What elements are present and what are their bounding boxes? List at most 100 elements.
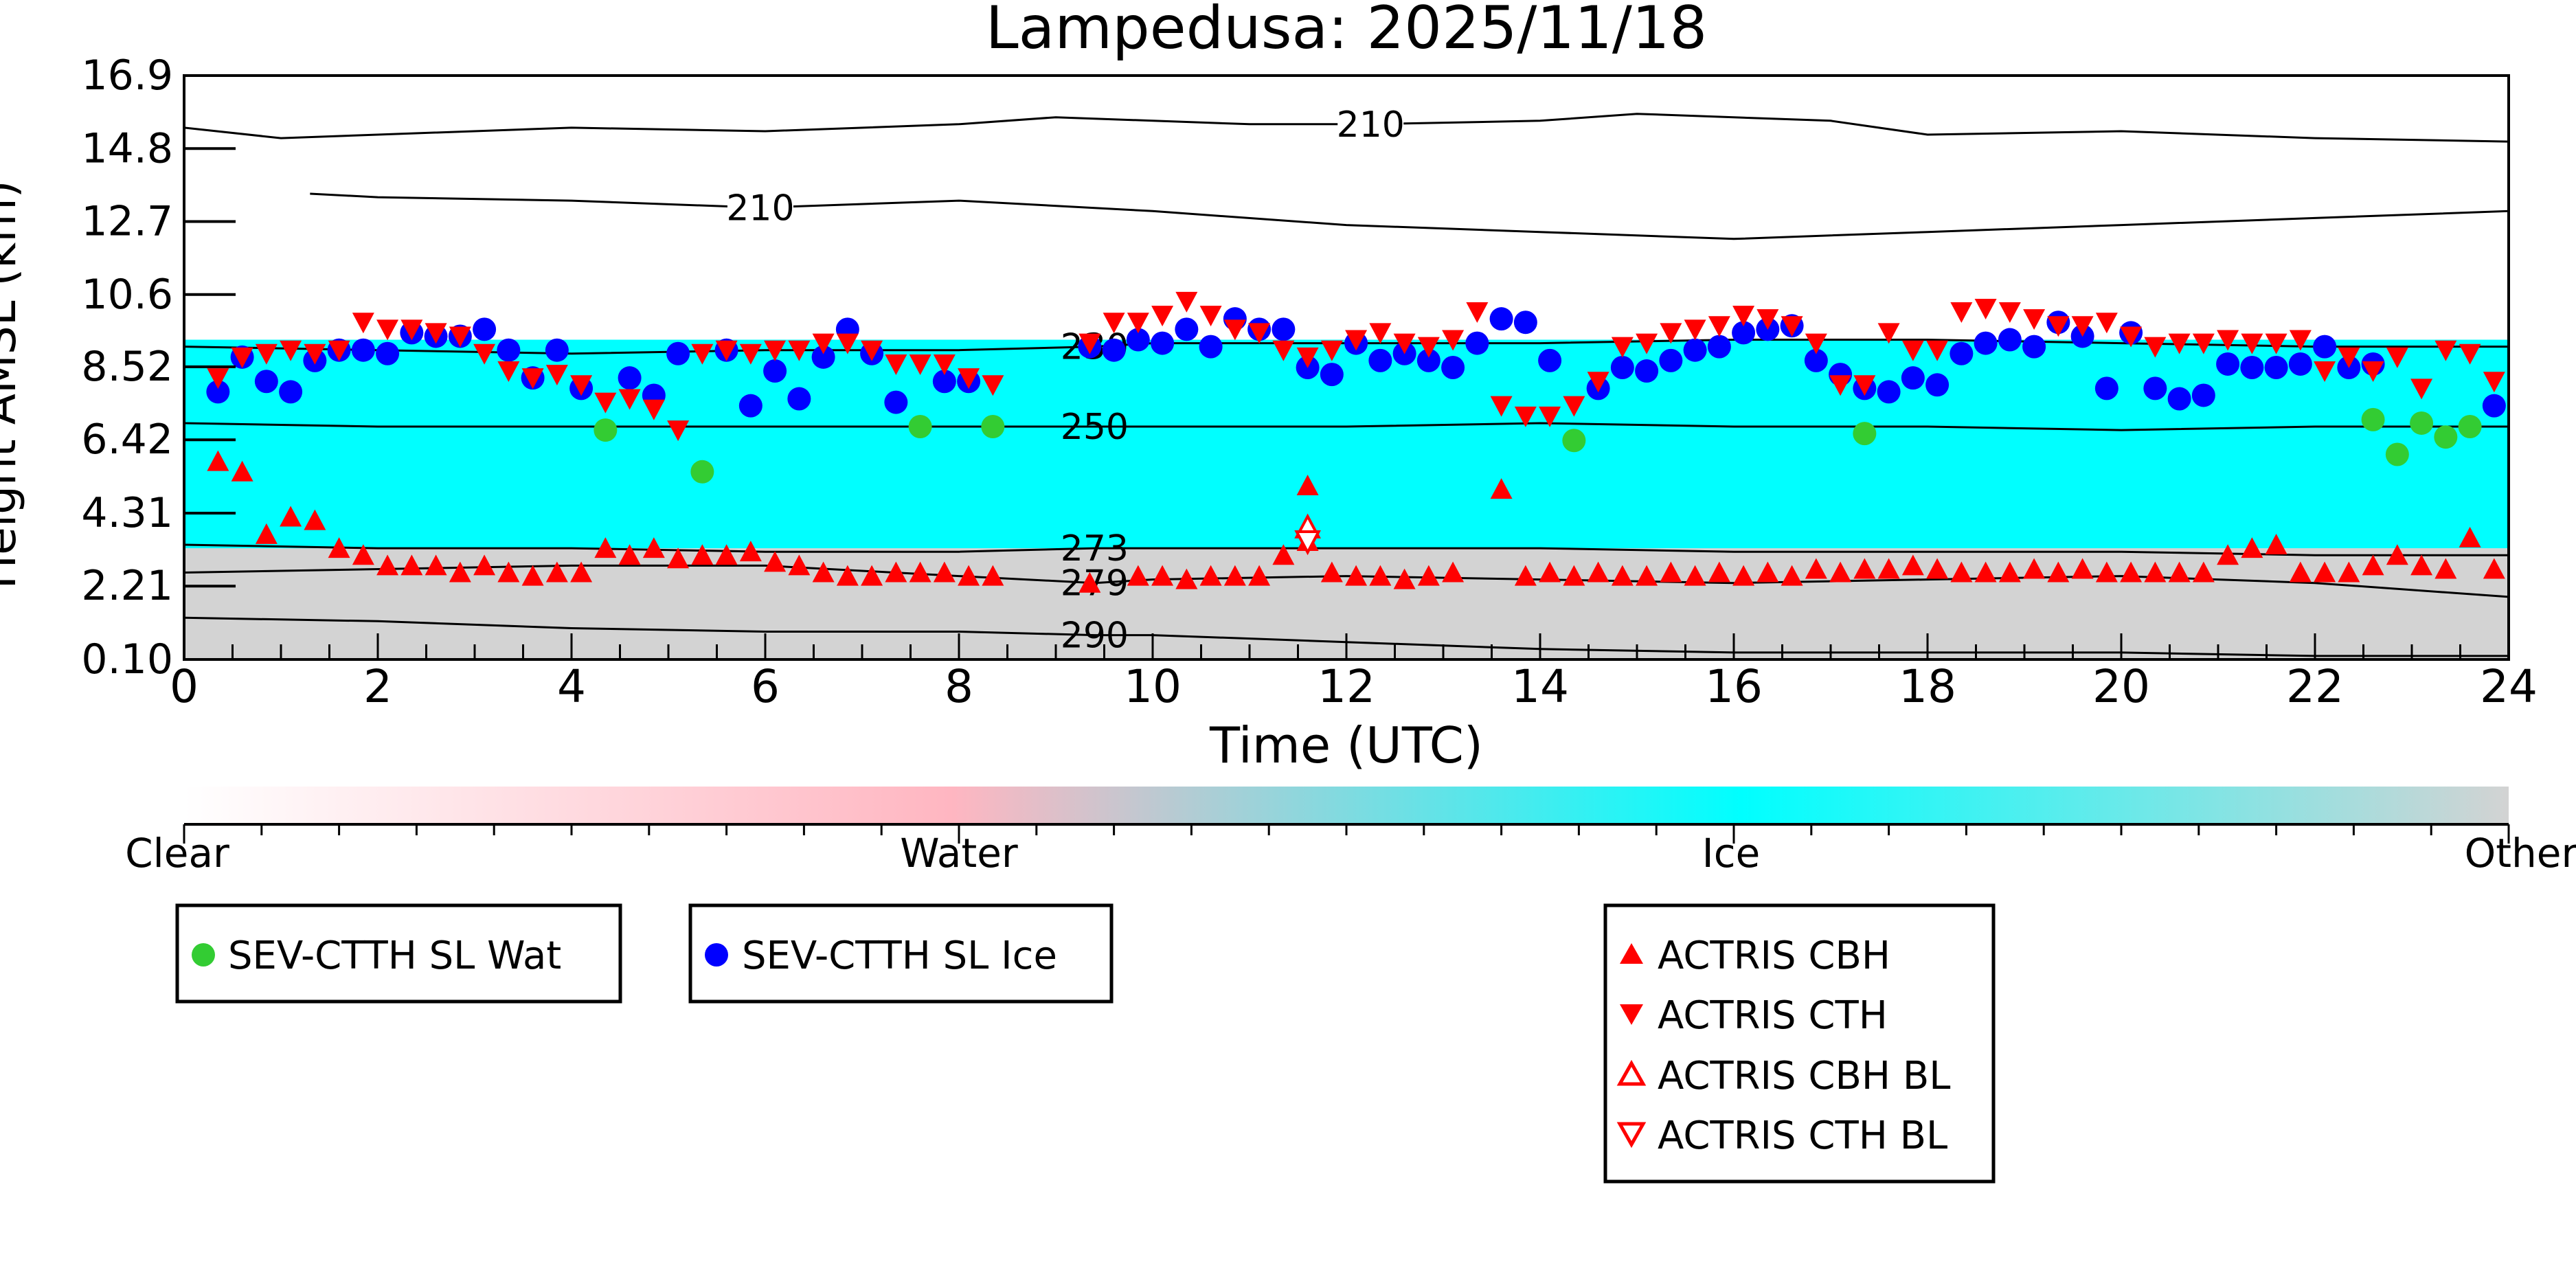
marker-actris-cth (2459, 343, 2481, 365)
marker-actris-cbh (570, 561, 593, 583)
marker-sev-ctth-sl-ice (2313, 335, 2337, 359)
marker-actris-cth (691, 343, 714, 365)
marker-actris-cth (1998, 302, 2021, 324)
marker-actris-cth (425, 323, 447, 344)
marker-sev-ctth-sl-ice (1416, 348, 1440, 372)
marker-sev-ctth-sl-ice (932, 370, 956, 394)
marker-actris-cth (1587, 372, 1609, 393)
marker-sev-ctth-sl-ice (351, 338, 375, 362)
marker-actris-cbh (2241, 537, 2263, 558)
legend-marker-wat (192, 943, 215, 967)
marker-actris-cth (376, 319, 399, 341)
legend-marker-ice (705, 943, 728, 967)
marker-actris-cth (2192, 333, 2215, 354)
marker-sev-ctth-sl-ice (1151, 331, 1175, 355)
marker-actris-cbh (425, 554, 447, 576)
marker-actris-cth (909, 354, 931, 375)
marker-actris-cbh (2434, 558, 2457, 579)
marker-actris-cth (570, 375, 593, 396)
x-tick-label: 12 (1318, 660, 1375, 713)
marker-actris-cbh (328, 537, 350, 558)
marker-sev-ctth-sl-ice (2482, 394, 2506, 418)
marker-actris-cbh (739, 541, 762, 562)
y-tick-label: 10.6 (81, 271, 173, 319)
marker-sev-ctth-sl-ice (1272, 317, 1296, 341)
marker-actris-cbh (304, 509, 326, 530)
marker-actris-cth (1296, 347, 1319, 368)
legend-frame (688, 903, 1114, 1004)
marker-actris-cbh (1636, 565, 1658, 586)
marker-actris-cth (497, 361, 520, 383)
marker-actris-cth (1974, 298, 1997, 319)
y-tick-label: 6.42 (81, 416, 173, 464)
marker-actris-cbh (1901, 554, 1924, 576)
marker-actris-cbh (1926, 558, 1949, 579)
marker-actris-cbh (1417, 565, 1440, 586)
marker-sev-ctth-sl-ice (1925, 373, 1950, 397)
marker-actris-cbh (1853, 558, 1876, 579)
marker-actris-cbh (1563, 565, 1585, 586)
marker-actris-cth (280, 340, 302, 361)
marker-sev-ctth-sl-ice (1707, 335, 1731, 359)
marker-actris-cbh (642, 537, 665, 558)
marker-actris-cth (2289, 330, 2312, 351)
marker-actris-cbh (1199, 565, 1222, 586)
marker-actris-cth (2483, 372, 2505, 393)
contour-label-bg (727, 190, 793, 226)
marker-actris-cth (2410, 379, 2433, 400)
marker-sev-ctth-sl-ice (545, 338, 569, 362)
marker-actris-cbh (2144, 561, 2167, 583)
marker-actris-cth (836, 333, 859, 354)
marker-sev-ctth-sl-ice (1901, 366, 1925, 390)
marker-sev-ctth-sl-ice (2240, 356, 2264, 379)
plot-area: 210210230250273279290 0.102.214.316.428.… (81, 52, 2538, 713)
marker-sev-ctth-sl-ice (376, 341, 400, 365)
contour-label: 250 (1061, 407, 1129, 448)
marker-actris-cbh (812, 561, 835, 583)
marker-sev-ctth-sl-wat (1853, 422, 1877, 446)
marker-actris-cth (1708, 316, 1730, 337)
marker-sev-ctth-sl-ice (884, 390, 908, 414)
marker-actris-cbh (982, 565, 1004, 586)
marker-sev-ctth-sl-ice (1199, 335, 1223, 359)
y-axis-label: Height AMSL (km) (0, 181, 26, 589)
marker-sev-ctth-sl-ice (1489, 307, 1513, 331)
marker-sev-ctth-sl-wat (981, 415, 1005, 439)
x-tick-label: 6 (751, 660, 780, 713)
marker-actris-cth (2386, 347, 2408, 368)
marker-sev-ctth-sl-ice (1659, 348, 1683, 372)
marker-actris-cbh (594, 537, 617, 558)
marker-actris-cbh (473, 554, 496, 576)
marker-actris-cbh (1708, 561, 1730, 583)
marker-actris-cth (1272, 340, 1295, 361)
marker-actris-cth (1490, 396, 1513, 417)
marker-actris-cth (1781, 316, 1803, 337)
marker-actris-cbh (231, 460, 253, 482)
contour-273-4 (184, 543, 2509, 556)
marker-actris-cth (618, 389, 641, 410)
marker-sev-ctth-sl-ice (2094, 376, 2119, 400)
x-tick-label: 20 (2092, 660, 2150, 713)
marker-actris-cth (812, 333, 835, 354)
marker-actris-cth (1442, 330, 1465, 351)
marker-sev-ctth-sl-ice (1950, 341, 1974, 365)
marker-actris-cbh (861, 565, 883, 586)
marker-actris-cbh (1660, 561, 1682, 583)
marker-sev-ctth-sl-ice (1465, 331, 1489, 355)
marker-sev-ctth-sl-ice (2264, 356, 2288, 379)
contour-label: 290 (1061, 615, 1129, 657)
marker-actris-cth (958, 368, 980, 389)
marker-actris-cbh (933, 561, 956, 583)
marker-sev-ctth-sl-ice (1610, 356, 1634, 379)
marker-actris-cth (1078, 333, 1101, 354)
marker-sev-ctth-sl-ice (666, 341, 690, 365)
x-tick-label: 14 (1511, 660, 1569, 713)
marker-actris-cth (1684, 319, 1706, 341)
marker-actris-cth (1732, 306, 1755, 327)
marker-actris-cbh (2217, 544, 2239, 565)
marker-sev-ctth-sl-ice (787, 387, 811, 411)
legend-marker-cbh-bl (1616, 1059, 1647, 1086)
marker-actris-cth (1103, 313, 1125, 334)
marker-actris-cbh (715, 544, 738, 565)
marker-actris-cth (328, 340, 350, 361)
